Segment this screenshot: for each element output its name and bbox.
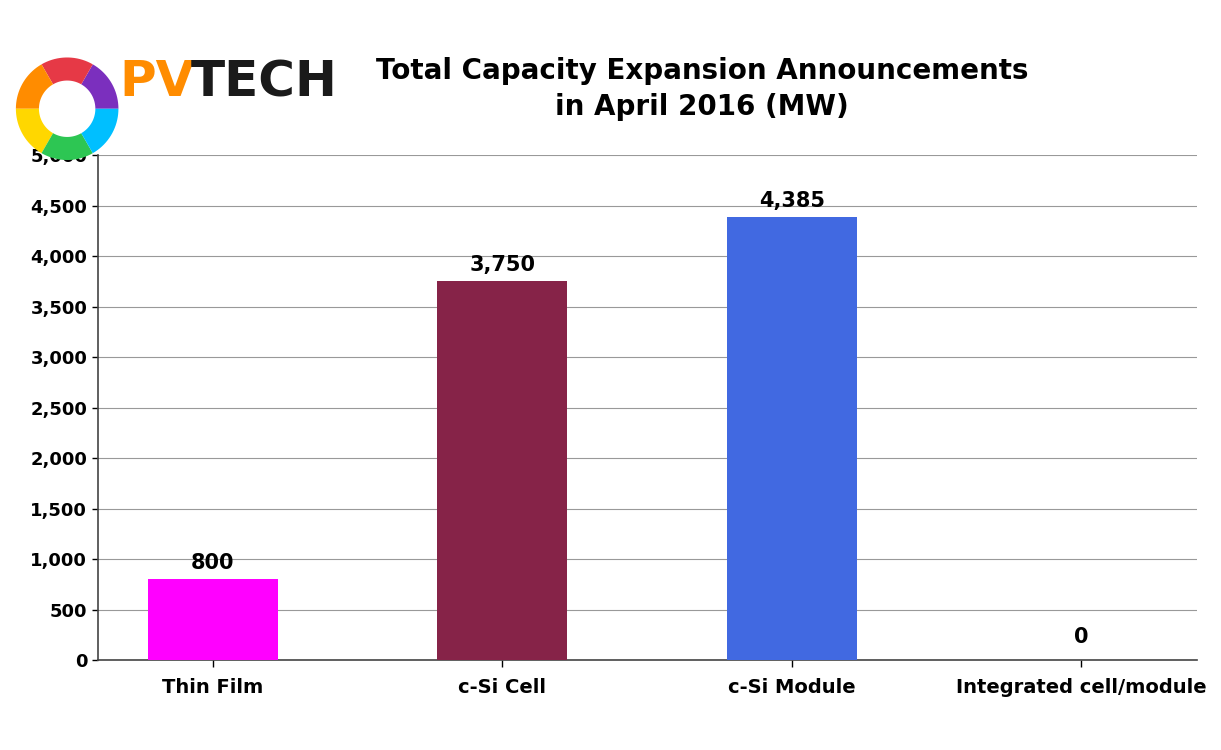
Text: 800: 800: [190, 554, 234, 573]
Text: Total Capacity Expansion Announcements
in April 2016 (MW): Total Capacity Expansion Announcements i…: [376, 56, 1028, 122]
Text: TECH: TECH: [190, 58, 338, 106]
Bar: [148, 579, 278, 660]
Bar: [437, 281, 568, 660]
Bar: [726, 217, 857, 660]
Text: 4,385: 4,385: [759, 191, 825, 211]
Text: 3,750: 3,750: [469, 256, 535, 275]
Text: PV: PV: [120, 58, 195, 106]
Text: 0: 0: [1074, 627, 1089, 647]
